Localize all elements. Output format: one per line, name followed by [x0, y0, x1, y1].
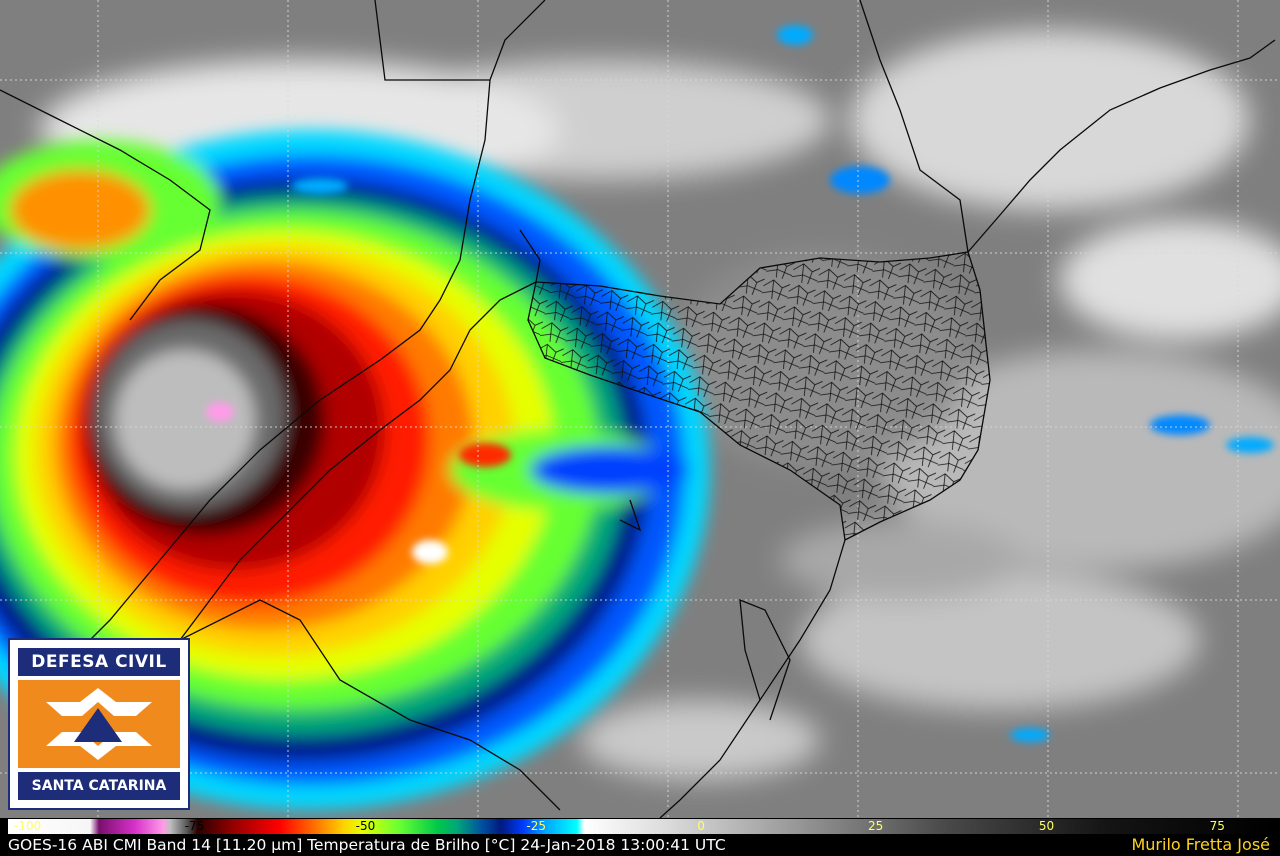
logo-title: DEFESA CIVIL [18, 648, 180, 676]
author-credit: Murilo Fretta José [1131, 835, 1270, 854]
defesa-civil-logo: DEFESA CIVIL SANTA CATARINA [8, 638, 190, 810]
colorbar-tick-2: -50 [355, 819, 376, 833]
image-caption: GOES-16 ABI CMI Band 14 [11.20 μm] Tempe… [8, 836, 726, 854]
satellite-map [0, 0, 1280, 818]
colorbar-tick-1: -75 [184, 819, 205, 833]
logo-subtitle: SANTA CATARINA [18, 772, 180, 800]
colorbar-tick-3: -25 [526, 819, 547, 833]
colorbar-gradient [8, 819, 1272, 834]
colorbar-tick-5: 25 [868, 819, 884, 833]
colorbar-tick-7: 75 [1209, 819, 1225, 833]
colorbar: -100 -75 -50 -25 0 25 50 75 [0, 818, 1280, 835]
colorbar-tick-6: 50 [1038, 819, 1055, 833]
emblem-triangle-icon [46, 688, 152, 760]
logo-emblem [18, 680, 180, 768]
colorbar-tick-0: -100 [14, 819, 42, 833]
colorbar-tick-4: 0 [697, 819, 705, 833]
